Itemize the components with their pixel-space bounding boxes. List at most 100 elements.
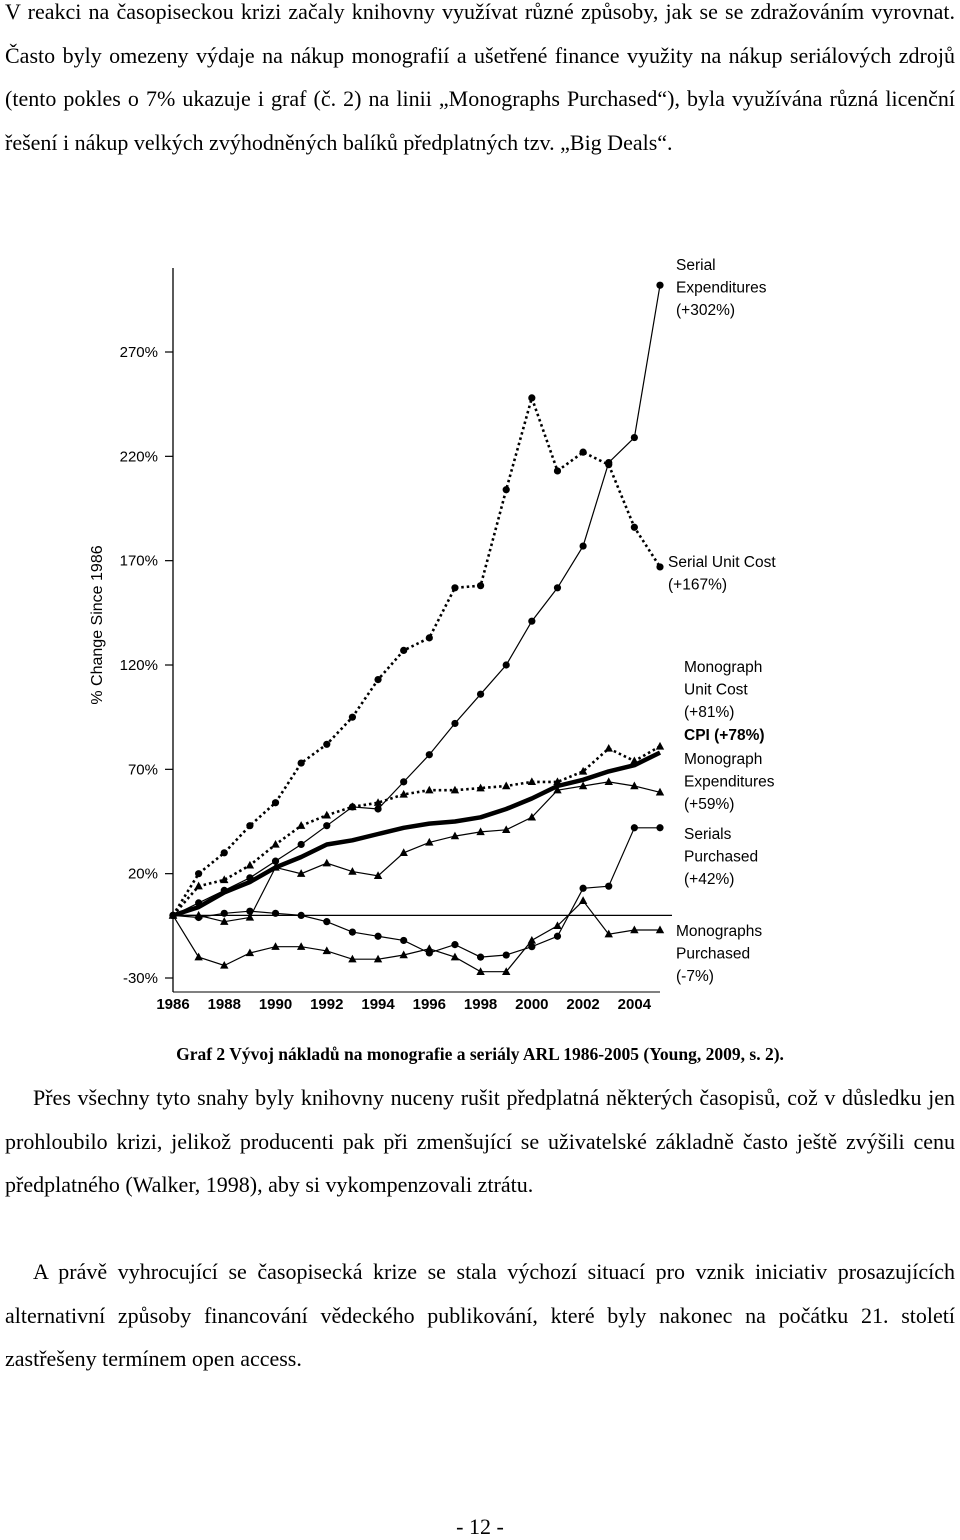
data-point [476,690,485,698]
data-point [296,821,306,829]
data-point [425,837,434,846]
data-point [271,862,280,871]
data-point [245,948,255,957]
data-point [322,946,331,955]
series-label-line: (-7%) [676,968,714,985]
data-point [246,907,254,915]
data-point [656,824,664,832]
data-point [655,787,665,796]
data-point [502,967,511,975]
data-point [450,785,460,794]
series-serial_exp [169,281,664,920]
y-tick-label: 220% [120,448,158,465]
data-point [220,909,228,917]
series-label-line: Unit Cost [684,682,748,699]
series-label-line: Expenditures [684,774,775,791]
data-point [323,740,331,748]
data-point [630,523,638,531]
data-point [476,783,485,792]
data-point [527,777,537,786]
data-point [579,884,587,892]
data-point [553,467,562,475]
data-point [450,831,460,840]
figure-caption: Graf 2 Vývoj nákladů na monografie a ser… [176,1044,784,1064]
data-point [348,954,357,963]
series-label-serial_unit: Serial Unit Cost (+167%) [668,554,776,594]
x-tick-label: 1994 [361,996,395,1013]
series-label-line: (+302%) [676,302,735,319]
data-point [374,676,382,684]
series-mono_purch [168,896,665,975]
data-point [220,960,229,969]
data-point [168,910,178,919]
series-line-serials_purch [172,827,660,958]
data-point [220,917,229,925]
data-point [220,875,229,884]
data-point [630,781,639,790]
data-point [528,394,536,402]
data-point [630,824,638,832]
series-mono_exp [168,777,665,925]
data-point [297,840,305,849]
paragraph-open-access: A právě vyhrocující se časopisecká krize… [5,1259,955,1371]
data-point [605,461,613,469]
data-point [297,759,305,767]
y-tick-label: 270% [120,344,158,361]
series-label-line: Purchased [684,849,758,866]
data-point [502,781,511,790]
data-point [476,953,485,961]
series-label-mono_purch: Monographs Purchased (-7%) [676,923,762,985]
data-point [656,563,664,571]
x-tick-label: 2002 [566,996,599,1013]
page-number: - 12 - [456,1514,504,1539]
data-point [578,766,588,775]
series-label-mono_unit: Monograph Unit Cost (+81%) [684,659,762,721]
data-point [450,952,460,961]
y-tick-label: 20% [128,866,158,883]
data-point [374,932,382,940]
data-point [476,582,485,590]
data-point [425,751,433,759]
data-point [348,867,357,875]
x-tick-label: 1990 [259,996,292,1013]
data-point [245,860,255,869]
data-point [451,941,459,949]
paragraph-intro: V reakci na časopiseckou krizi začaly kn… [5,0,955,155]
data-point [246,822,254,830]
series-serial_unit [169,393,664,920]
data-point [578,781,588,790]
data-point [271,799,280,807]
data-point [271,909,280,917]
series-label-cpi: CPI (+78%) [684,727,765,744]
y-axis-title: % Change Since 1986 [89,545,106,704]
x-tick-label: 1986 [156,996,189,1013]
data-point [194,881,203,890]
x-tick-label: 1996 [413,996,446,1013]
data-point [527,935,537,944]
data-point [553,584,562,592]
series-line-mono_exp [173,781,661,923]
data-point [451,719,459,728]
data-point [425,785,434,794]
series-label-line: Monograph [684,751,762,768]
data-point [399,950,408,959]
series-label-line: Serial [676,257,716,274]
data-point [604,743,613,752]
series-label-line: (+81%) [684,704,734,721]
x-tick-label: 2004 [618,996,652,1013]
series-label-line: Monograph [684,659,762,676]
x-tick-label: 1998 [464,996,497,1013]
data-point [604,777,613,786]
data-point [527,812,537,821]
data-point [400,646,408,654]
data-point [630,925,639,934]
series-label-line: Expenditures [676,280,767,297]
series-line-cpi [172,750,661,918]
data-point [296,942,306,950]
data-point [271,857,280,865]
data-point [271,839,280,848]
data-point [194,952,203,961]
data-point [323,822,331,830]
data-point [451,584,459,592]
series-line-serial_unit [171,393,662,917]
